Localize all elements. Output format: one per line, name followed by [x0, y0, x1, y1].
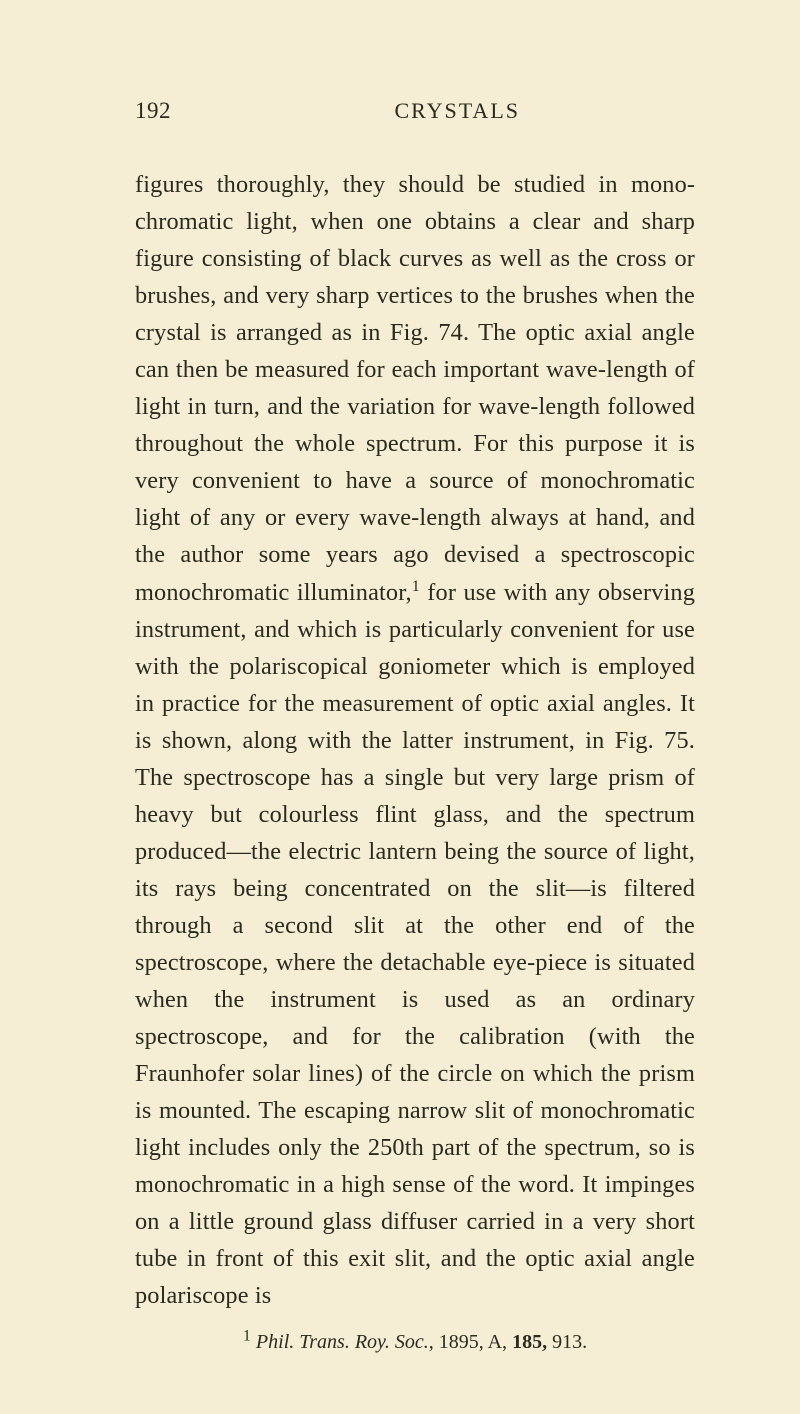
page-number: 192 [135, 98, 171, 124]
footnote-bold: 185, [512, 1331, 547, 1353]
body-paragraph: figures thoroughly, they should be studi… [135, 166, 695, 1314]
footnote-italic: Phil. Trans. Roy. Soc. [256, 1331, 429, 1353]
footnote-number: 1 [243, 1328, 251, 1345]
body-text-part-1: figures thoroughly, they should be studi… [135, 171, 695, 606]
footnote-marker: 1 [412, 577, 420, 594]
running-title: CRYSTALS [395, 98, 521, 124]
footnote-rest: , 1895, A, [429, 1331, 512, 1353]
footnote-end: 913. [547, 1331, 587, 1353]
footnote-line: 1 Phil. Trans. Roy. Soc., 1895, A, 185, … [135, 1331, 695, 1354]
page-header: 192 CRYSTALS [135, 98, 695, 124]
body-text-part-2: for use with any observing instrument, a… [135, 579, 695, 1310]
page-container: 192 CRYSTALS figures thoroughly, they sh… [0, 0, 800, 1414]
